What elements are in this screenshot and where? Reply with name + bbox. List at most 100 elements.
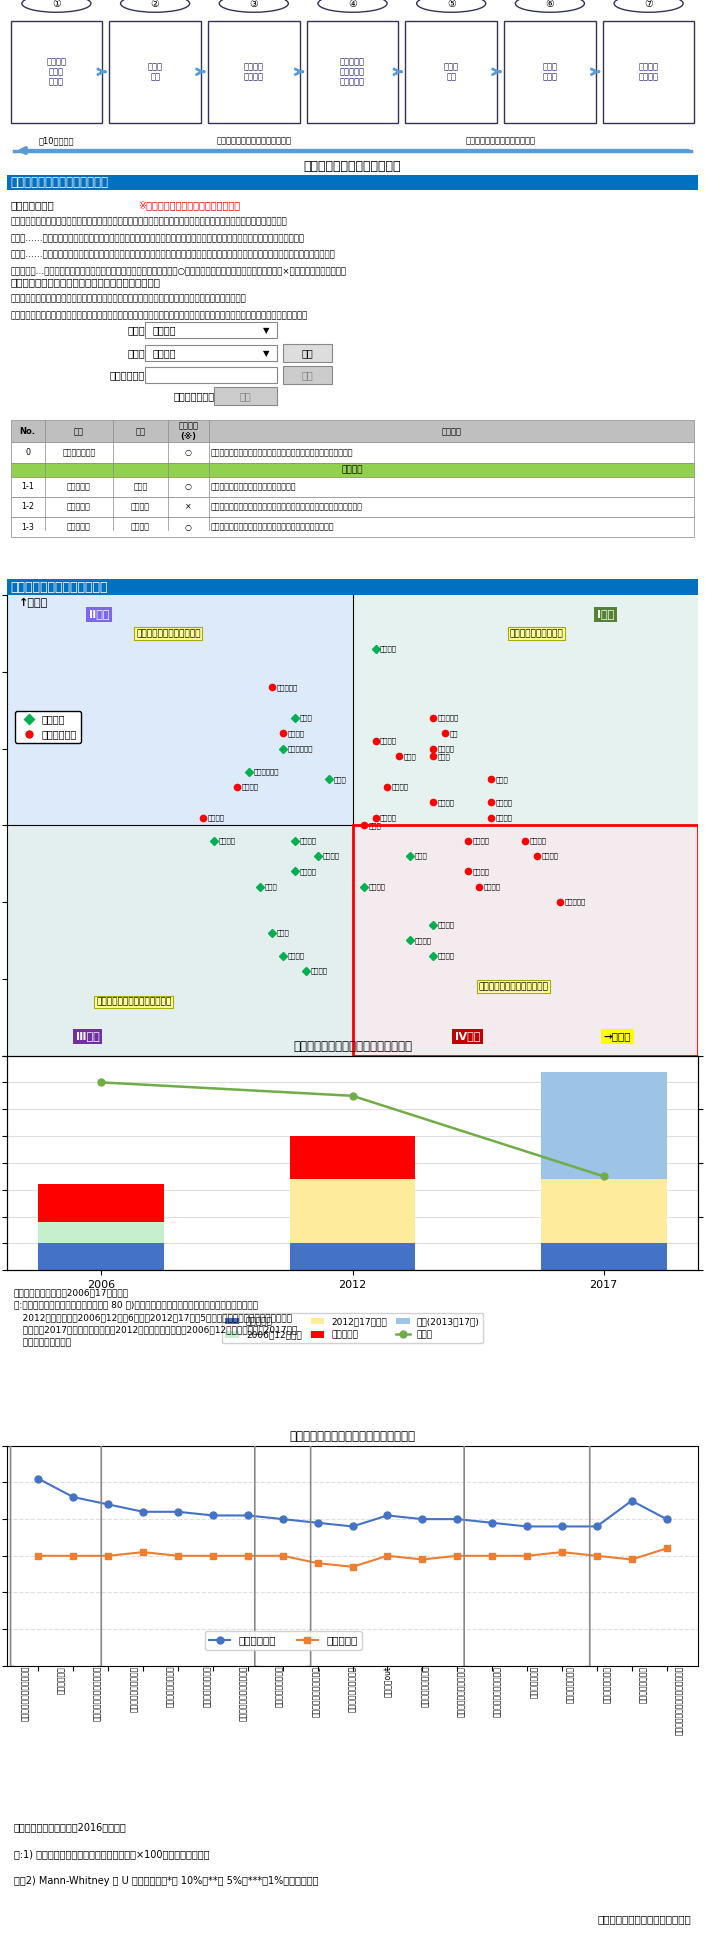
Text: 結果の
検討: 結果の 検討: [443, 62, 459, 81]
Text: （パンフレットの解説を参照）: （パンフレットの解説を参照）: [465, 137, 536, 145]
Text: No.: No.: [20, 428, 36, 436]
Text: （10分程度）: （10分程度）: [39, 137, 74, 145]
Text: 計画的なout: 計画的なout: [384, 1665, 393, 1698]
FancyBboxPatch shape: [145, 345, 276, 362]
施策の未実施: [453, 1508, 461, 1531]
Bar: [11, 420, 694, 441]
Text: 1-3: 1-3: [21, 523, 34, 532]
Legend: 施策の未実施, 施策の実施: 施策の未実施, 施策の実施: [205, 1632, 362, 1649]
Text: 1-2: 1-2: [21, 503, 34, 511]
Text: やりがい: やりがい: [288, 730, 305, 738]
施策の未実施: [488, 1512, 496, 1535]
Text: 育児・介護休業制度の導入: 育児・介護休業制度の導入: [20, 1665, 30, 1721]
施策の実施: [209, 1545, 217, 1568]
Text: 達成評価: 達成評価: [323, 852, 340, 860]
Text: 経営参画: 経営参画: [300, 867, 317, 875]
Text: 多様な仕事: 多様な仕事: [276, 683, 298, 691]
施策の未実施: [558, 1514, 566, 1537]
Text: ２．アンケート結果表およびアンケート調査票の作成: ２．アンケート結果表およびアンケート調査票の作成: [11, 277, 161, 288]
離職率: [348, 1084, 357, 1107]
Text: 質問項目
従業員
回答を: 質問項目 従業員 回答を: [47, 56, 66, 87]
施策の実施: [69, 1545, 78, 1568]
Text: 段取り: 段取り: [403, 753, 416, 759]
FancyBboxPatch shape: [504, 21, 596, 122]
Text: ④: ④: [348, 0, 357, 8]
施策の実施: [139, 1541, 147, 1564]
Bar: [11, 498, 694, 517]
施策の実施: [522, 1545, 531, 1568]
施策の未実施: [244, 1504, 252, 1528]
Text: 給料額: 給料額: [415, 852, 427, 860]
Text: 分野名変更：: 分野名変更：: [110, 370, 145, 379]
Text: 指示徹度: 指示徹度: [472, 867, 489, 875]
Text: 能力向上: 能力向上: [438, 800, 455, 805]
Legend: 通期在籍者, 2006～12年在籍, 2012～17年在籍, 期首離職者, 新採(2013～17年), 離職率: 通期在籍者, 2006～12年在籍, 2012～17年在籍, 期首離職者, 新採…: [221, 1313, 484, 1344]
Text: 幹部疎通: 幹部疎通: [438, 745, 455, 751]
施策の実施: [244, 1545, 252, 1568]
Circle shape: [318, 0, 387, 12]
FancyBboxPatch shape: [405, 21, 497, 122]
Bar: [290, 1179, 415, 1243]
Circle shape: [515, 0, 584, 12]
離職率: [599, 1165, 608, 1189]
Text: ③: ③: [250, 0, 258, 8]
FancyBboxPatch shape: [11, 21, 102, 122]
Text: 研修会への参加: 研修会への参加: [530, 1665, 539, 1698]
Bar: [39, 1243, 164, 1270]
Circle shape: [121, 0, 190, 12]
Bar: [11, 517, 694, 536]
Bar: [7, 579, 698, 594]
Text: 承認: 承認: [449, 730, 458, 738]
Text: あなたの給料の額は同僚と比べて公平であると思いますか: あなたの給料の額は同僚と比べて公平であると思いますか: [211, 523, 334, 532]
施策の未実施: [662, 1508, 670, 1531]
Text: 分野: 分野: [74, 428, 84, 436]
Text: 希望に応じた部門配置: 希望に応じた部門配置: [348, 1665, 357, 1711]
Text: 黄色部分削除：: 黄色部分削除：: [173, 391, 214, 401]
Text: ジョブ・ローテーション: ジョブ・ローテーション: [312, 1665, 321, 1717]
Text: 毎日のミーティングの実施＊＊＊: 毎日のミーティングの実施＊＊＊: [675, 1665, 685, 1735]
Text: 注:1) 離職率は３年間の離職人数／採用人数×100で算出している。: 注:1) 離職率は３年間の離職人数／採用人数×100で算出している。: [14, 1849, 209, 1860]
Text: 休日休暇: 休日休暇: [484, 883, 501, 891]
Text: メンター制度の導入: メンター制度の導入: [275, 1665, 284, 1708]
Text: ×: ×: [185, 503, 192, 511]
Text: 賃金体系: 賃金体系: [438, 922, 455, 929]
Text: 作業改善案の収集＊: 作業改善案の収集＊: [421, 1665, 430, 1708]
FancyBboxPatch shape: [603, 21, 694, 122]
Text: 給料比較: 給料比較: [219, 838, 236, 844]
Text: 勤務時間: 勤務時間: [438, 953, 455, 958]
Text: 資料：アンケート調査（2016年実施）: 資料：アンケート調査（2016年実施）: [14, 1822, 127, 1831]
Text: 【注意を払っておくべき領域】: 【注意を払っておくべき領域】: [96, 997, 171, 1007]
施策の未実施: [348, 1514, 357, 1537]
FancyBboxPatch shape: [283, 366, 332, 383]
Text: 評価基準
(※): 評価基準 (※): [178, 422, 198, 441]
Text: 不満要因、動機付け要因それぞれ、必要に応じて質問項目を編集してください。（総合的な満足度は変更できません）: 不満要因、動機付け要因それぞれ、必要に応じて質問項目を編集してください。（総合的…: [11, 217, 287, 227]
Text: 意見反映: 意見反映: [530, 838, 547, 844]
Circle shape: [219, 0, 288, 12]
Text: 地域水準以上の給与体系＊: 地域水準以上の給与体系＊: [94, 1665, 102, 1721]
Text: 追加: 追加: [302, 348, 314, 358]
施策の実施: [174, 1545, 183, 1568]
Text: 0: 0: [25, 447, 30, 457]
Line: 施策の実施: 施策の実施: [35, 1545, 670, 1570]
施策の実施: [592, 1545, 601, 1568]
Text: ○: ○: [185, 523, 192, 532]
Text: 質問項目一覧を完成させたら、アンケート結果の入力、アンケート調査票の編集を行ってください。: 質問項目一覧を完成させたら、アンケート結果の入力、アンケート調査票の編集を行って…: [11, 294, 246, 304]
施策の未実施: [278, 1508, 287, 1531]
FancyBboxPatch shape: [145, 321, 276, 339]
Text: 改善策に
従い実施: 改善策に 従い実施: [639, 62, 658, 81]
Text: 要因：: 要因：: [128, 325, 145, 335]
Text: 現在あなたの給料額に満足していますか: 現在あなたの給料額に満足していますか: [211, 482, 296, 492]
施策の未実施: [592, 1514, 601, 1537]
Text: 経済的報酬: 経済的報酬: [67, 523, 91, 532]
施策の実施: [104, 1545, 113, 1568]
Text: 改善策
の計画: 改善策 の計画: [542, 62, 558, 81]
Text: 変更: 変更: [302, 370, 314, 379]
Text: 給料額: 給料額: [133, 482, 147, 492]
Text: 昇進機会: 昇進機会: [541, 852, 558, 860]
Text: 同僚比較: 同僚比較: [131, 523, 150, 532]
Text: 給料比較: 給料比較: [131, 503, 150, 511]
Text: 資格取得支援＊＊: 資格取得支援＊＊: [639, 1665, 648, 1704]
Text: ⑥: ⑥: [546, 0, 554, 8]
Line: 施策の未実施: 施策の未実施: [35, 1475, 670, 1529]
Text: ↑満足度: ↑満足度: [18, 598, 48, 608]
